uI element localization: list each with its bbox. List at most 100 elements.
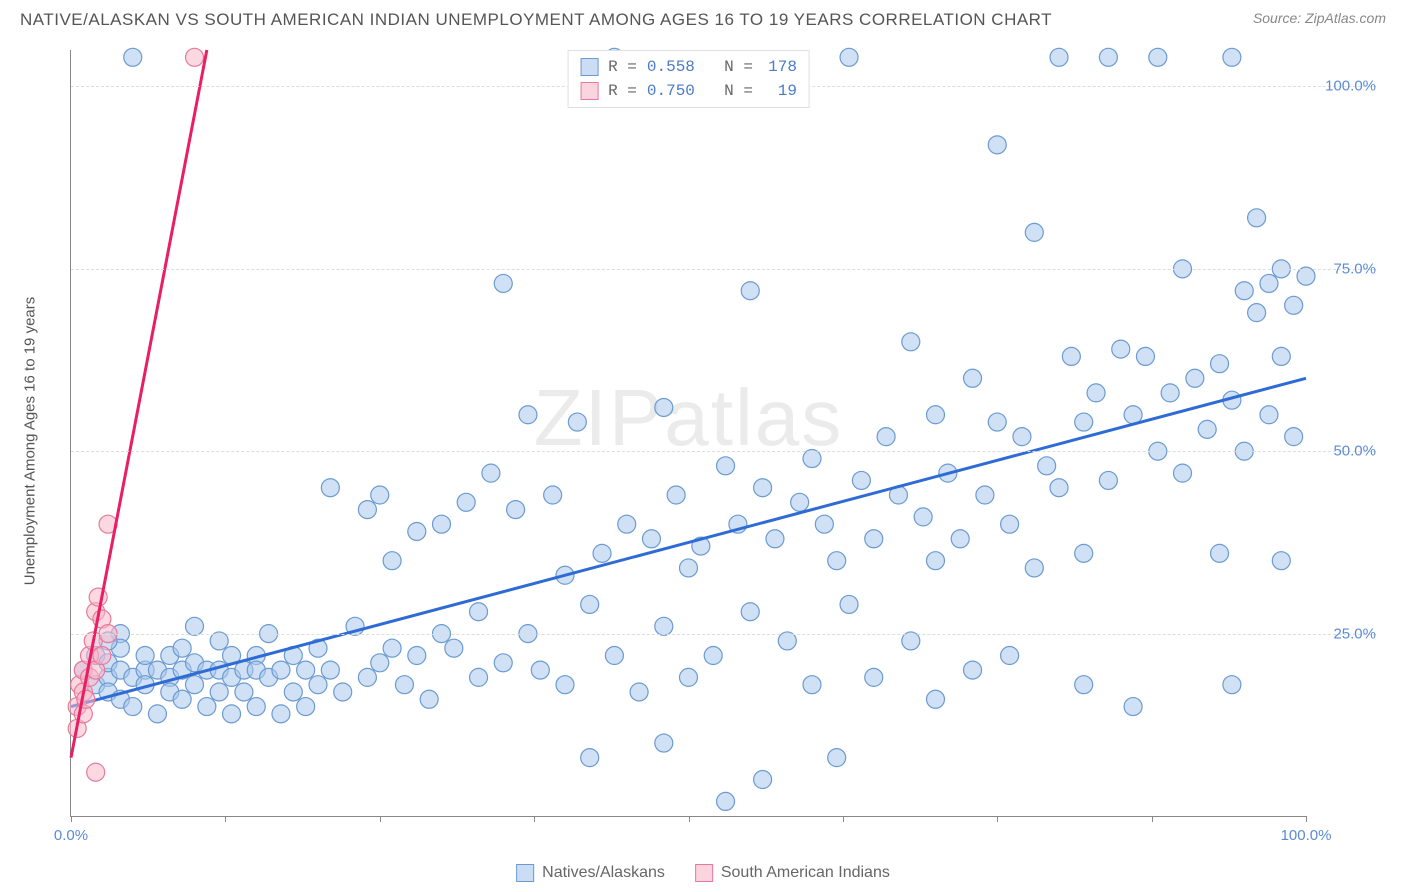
- legend-stats: R = 0.558 N = 178R =0.750 N =19: [567, 50, 810, 108]
- data-point: [1248, 209, 1266, 227]
- data-point: [655, 617, 673, 635]
- data-point: [531, 661, 549, 679]
- data-point: [186, 676, 204, 694]
- legend-swatch: [580, 82, 598, 100]
- data-point: [247, 698, 265, 716]
- data-point: [927, 552, 945, 570]
- data-point: [420, 690, 438, 708]
- data-point: [371, 654, 389, 672]
- data-point: [186, 617, 204, 635]
- data-point: [519, 406, 537, 424]
- data-point: [297, 698, 315, 716]
- data-point: [408, 647, 426, 665]
- data-point: [717, 457, 735, 475]
- legend-n-label: N =: [705, 79, 753, 103]
- data-point: [284, 683, 302, 701]
- data-point: [1099, 48, 1117, 66]
- data-point: [1075, 413, 1093, 431]
- data-point: [371, 486, 389, 504]
- data-point: [877, 428, 895, 446]
- data-point: [766, 530, 784, 548]
- data-point: [124, 698, 142, 716]
- data-point: [1001, 647, 1019, 665]
- legend-series-label: South American Indians: [721, 864, 890, 882]
- x-tick: [997, 816, 998, 822]
- data-point: [1297, 267, 1315, 285]
- data-point: [976, 486, 994, 504]
- data-point: [667, 486, 685, 504]
- y-tick-label: 50.0%: [1316, 443, 1376, 460]
- data-point: [791, 493, 809, 511]
- legend-swatch: [695, 864, 713, 882]
- data-point: [840, 48, 858, 66]
- data-point: [1050, 479, 1068, 497]
- legend-stats-row: R =0.750 N =19: [580, 79, 797, 103]
- data-point: [1260, 406, 1278, 424]
- data-point: [445, 639, 463, 657]
- data-point: [173, 639, 191, 657]
- data-point: [581, 749, 599, 767]
- data-point: [852, 471, 870, 489]
- y-axis-label: Unemployment Among Ages 16 to 19 years: [22, 297, 39, 586]
- data-point: [680, 559, 698, 577]
- y-tick-label: 25.0%: [1316, 625, 1376, 642]
- regression-line: [71, 378, 1306, 706]
- legend-r-value: 0.558: [647, 55, 695, 79]
- data-point: [1087, 384, 1105, 402]
- data-point: [778, 632, 796, 650]
- data-point: [334, 683, 352, 701]
- data-point: [754, 771, 772, 789]
- data-point: [297, 661, 315, 679]
- x-tick: [843, 816, 844, 822]
- data-point: [309, 676, 327, 694]
- legend-r-label: R =: [608, 79, 637, 103]
- legend-series-item: Natives/Alaskans: [516, 864, 665, 882]
- x-tick: [71, 816, 72, 822]
- data-point: [951, 530, 969, 548]
- data-point: [210, 632, 228, 650]
- data-point: [186, 48, 204, 66]
- data-point: [1075, 676, 1093, 694]
- legend-stats-row: R =0.558 N =178: [580, 55, 797, 79]
- x-tick-label: 100.0%: [1281, 827, 1332, 844]
- legend-swatch: [516, 864, 534, 882]
- legend-series-label: Natives/Alaskans: [542, 864, 665, 882]
- data-point: [803, 676, 821, 694]
- data-point: [828, 749, 846, 767]
- data-point: [494, 654, 512, 672]
- gridline: [71, 269, 1376, 270]
- data-point: [173, 690, 191, 708]
- legend-r-label: R =: [608, 55, 637, 79]
- data-point: [383, 639, 401, 657]
- plot-area: ZIPatlas R =0.558 N =178R =0.750 N =19 2…: [70, 50, 1306, 817]
- data-point: [927, 406, 945, 424]
- data-point: [1099, 471, 1117, 489]
- data-point: [717, 792, 735, 810]
- x-tick: [689, 816, 690, 822]
- data-point: [1136, 347, 1154, 365]
- data-point: [902, 632, 920, 650]
- data-point: [321, 661, 339, 679]
- data-point: [964, 369, 982, 387]
- y-tick-label: 100.0%: [1316, 78, 1376, 95]
- data-point: [927, 690, 945, 708]
- data-point: [1235, 282, 1253, 300]
- data-point: [507, 501, 525, 519]
- data-point: [1223, 48, 1241, 66]
- data-point: [1285, 428, 1303, 446]
- data-point: [470, 668, 488, 686]
- data-point: [815, 515, 833, 533]
- data-point: [1248, 304, 1266, 322]
- data-point: [1223, 676, 1241, 694]
- data-point: [494, 274, 512, 292]
- data-point: [358, 668, 376, 686]
- legend-n-value: 178: [763, 55, 797, 79]
- data-point: [124, 48, 142, 66]
- chart-container: Unemployment Among Ages 16 to 19 years Z…: [40, 40, 1386, 842]
- data-point: [1285, 296, 1303, 314]
- data-point: [964, 661, 982, 679]
- source-label: Source: ZipAtlas.com: [1253, 10, 1386, 26]
- data-point: [198, 698, 216, 716]
- data-point: [1186, 369, 1204, 387]
- legend-series-item: South American Indians: [695, 864, 890, 882]
